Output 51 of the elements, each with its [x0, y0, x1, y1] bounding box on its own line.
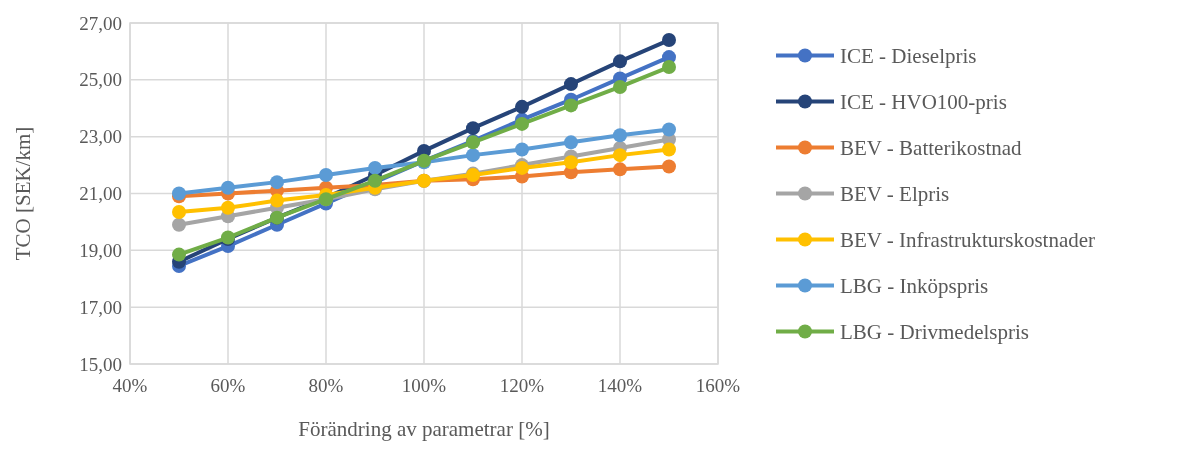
point	[515, 116, 529, 131]
point	[662, 33, 676, 48]
y-tick-label: 15,00	[79, 353, 122, 375]
y-tick-label: 25,00	[79, 69, 122, 91]
point	[466, 121, 480, 136]
point	[613, 128, 627, 143]
point	[564, 135, 578, 150]
y-tick-label: 21,00	[79, 183, 122, 205]
legend-label: ICE - Dieselpris	[840, 43, 977, 68]
point	[515, 142, 529, 157]
x-tick-label: 160%	[695, 375, 741, 396]
point	[564, 77, 578, 92]
point	[221, 180, 235, 195]
y-tick-label: 19,00	[79, 239, 122, 261]
legend-label: BEV - Infrastrukturskostnader	[840, 227, 1096, 252]
point	[221, 200, 235, 215]
x-tick-label: 120%	[499, 375, 545, 396]
point	[466, 148, 480, 163]
point	[662, 142, 676, 157]
point	[515, 99, 529, 114]
x-tick-label: 100%	[401, 375, 447, 396]
point	[613, 54, 627, 69]
y-tick-label: 27,00	[79, 12, 122, 34]
point	[662, 159, 676, 174]
legend-label: LBG - Drivmedelspris	[840, 319, 1029, 344]
x-tick-label: 40%	[112, 375, 148, 396]
legend-label: BEV - Batterikostnad	[840, 135, 1023, 160]
point	[270, 175, 284, 190]
x-tick-label: 60%	[210, 375, 246, 396]
point	[613, 79, 627, 94]
point	[564, 155, 578, 170]
y-tick-label: 23,00	[79, 126, 122, 148]
point	[613, 148, 627, 163]
point	[172, 247, 186, 262]
legend-label: LBG - Inköpspris	[840, 273, 989, 298]
x-tick-label: 80%	[308, 375, 344, 396]
y-axis-title: TCO [SEK/km]	[11, 126, 35, 261]
legend-label: ICE - HVO100-pris	[840, 89, 1007, 114]
point	[368, 160, 382, 175]
point	[613, 162, 627, 177]
y-tick-label: 17,00	[79, 296, 122, 318]
point	[172, 217, 186, 232]
x-tick-label: 140%	[597, 375, 643, 396]
point	[662, 60, 676, 75]
legend-label: BEV - Elpris	[840, 181, 950, 206]
point	[270, 193, 284, 208]
point	[662, 122, 676, 137]
point	[172, 204, 186, 219]
point	[319, 168, 333, 183]
point	[564, 98, 578, 113]
x-axis-title: Förändring av parametrar [%]	[298, 417, 550, 441]
